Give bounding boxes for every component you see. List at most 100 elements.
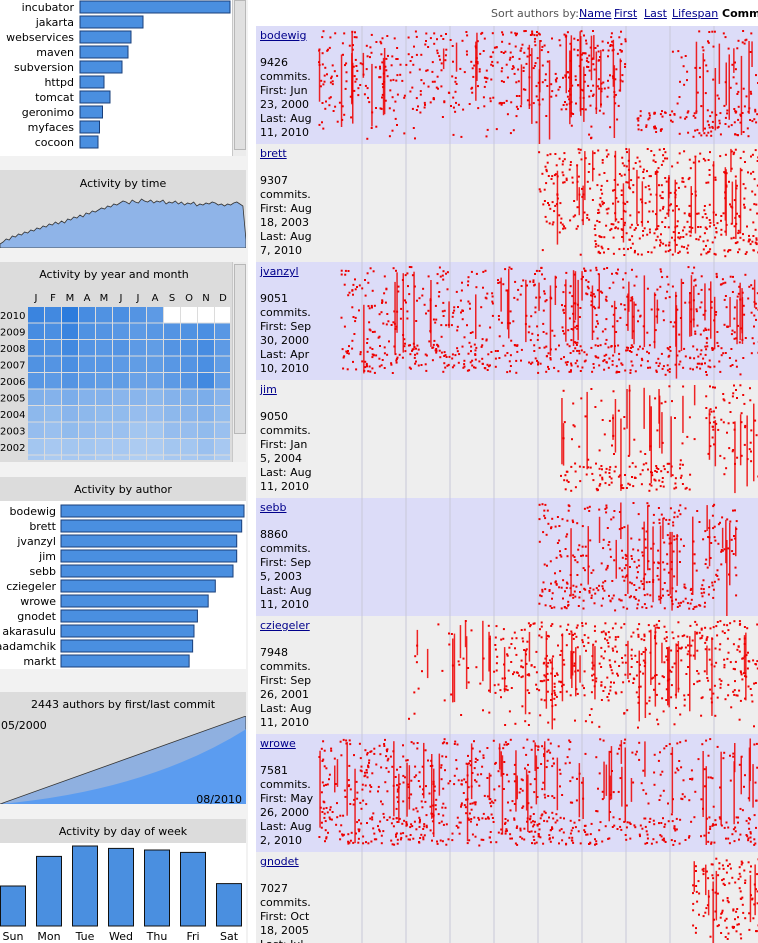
- heatmap-cell: [130, 356, 146, 372]
- projects-scrollbar[interactable]: [232, 0, 246, 156]
- heatmap-cell: [215, 356, 230, 372]
- last-commit-date: 7, 2010: [260, 244, 302, 257]
- last-commit-date: 11, 2010: [260, 126, 309, 139]
- author-bar[interactable]: [60, 579, 216, 593]
- dow-bar[interactable]: [216, 883, 242, 927]
- author-name-link[interactable]: sebb: [260, 501, 287, 514]
- ym-scrollbar[interactable]: [232, 262, 246, 462]
- author-bar[interactable]: [60, 564, 234, 578]
- activity-author-panel: Activity by author bodewig brett jvanzyl ji…: [0, 477, 246, 669]
- author-name-link[interactable]: bodewig: [260, 29, 307, 42]
- dow-bar[interactable]: [36, 855, 62, 927]
- author-bar[interactable]: [60, 654, 190, 668]
- author-name-link[interactable]: brett: [260, 147, 287, 160]
- dow-bar[interactable]: [0, 885, 26, 927]
- activity-ym-title: Activity by year and month: [39, 268, 189, 281]
- project-bar[interactable]: [79, 30, 132, 44]
- month-label: J: [136, 293, 140, 304]
- heatmap-cell: [45, 340, 61, 356]
- heatmap-cell: [28, 406, 44, 422]
- project-bar[interactable]: [79, 15, 144, 29]
- project-bar[interactable]: [79, 135, 99, 149]
- project-bar[interactable]: [79, 0, 231, 14]
- author-bar[interactable]: [60, 609, 198, 623]
- first-commit-date: 18, 2005: [260, 924, 309, 937]
- author-bar[interactable]: [60, 624, 195, 638]
- sort-first-link[interactable]: First: [614, 7, 638, 20]
- projects-panel: incubator jakarta webservices maven subversi…: [0, 0, 246, 156]
- author-bar[interactable]: [60, 594, 209, 608]
- projects-scroll-thumb[interactable]: [234, 0, 246, 150]
- dow-bar[interactable]: [144, 849, 170, 927]
- author-row: wrowe 7581 commits. First: May 26, 2000 Last:…: [256, 734, 758, 852]
- heatmap-cell: [79, 439, 95, 455]
- activity-author-bar-chart: bodewig brett jvanzyl jim sebb cziegeler wrowe…: [0, 501, 246, 669]
- activity-time-area: [0, 198, 246, 248]
- heatmap-cell: [215, 406, 230, 422]
- year-label: 2006: [0, 377, 25, 388]
- sort-last-link[interactable]: Last: [644, 7, 667, 20]
- heatmap-cell: [181, 455, 197, 460]
- author-name-link[interactable]: gnodet: [260, 855, 299, 868]
- dow-bar[interactable]: [108, 847, 134, 927]
- heatmap-cell: [164, 455, 180, 460]
- ym-scroll-thumb[interactable]: [234, 264, 246, 434]
- heatmap-cell: [198, 307, 214, 323]
- author-name-link[interactable]: jvanzyl: [260, 265, 299, 278]
- project-bar[interactable]: [79, 90, 111, 104]
- project-label: httpd: [44, 76, 74, 89]
- dow-label: Sun: [3, 930, 24, 943]
- author-name-link[interactable]: wrowe: [260, 737, 296, 750]
- last-commit-label: Last: Apr: [260, 348, 310, 361]
- month-label: O: [185, 293, 193, 304]
- first-commit-label: First: Aug: [260, 202, 312, 215]
- author-name-link[interactable]: cziegeler: [260, 619, 310, 632]
- year-label: 2002: [0, 443, 25, 454]
- author-name-link[interactable]: jim: [260, 383, 277, 396]
- heatmap-cell: [130, 307, 146, 323]
- sort-name-link[interactable]: Name: [579, 7, 612, 20]
- heatmap-cell: [113, 340, 129, 356]
- dow-bar[interactable]: [72, 845, 98, 927]
- heatmap-cell: [181, 340, 197, 356]
- author-timeline-plot: [340, 262, 758, 380]
- sort-lifespan-link[interactable]: Lifespan: [672, 7, 719, 20]
- dow-bar[interactable]: [180, 851, 206, 927]
- author-bar[interactable]: [60, 519, 243, 533]
- author-bar-label: jim: [38, 550, 56, 563]
- project-bar[interactable]: [79, 45, 129, 59]
- project-bar[interactable]: [79, 75, 105, 89]
- heatmap-cell: [181, 323, 197, 339]
- heatmap-cell: [96, 356, 112, 372]
- heatmap-cell: [198, 389, 214, 405]
- author-bar-label: akarasulu: [2, 625, 56, 638]
- last-commit-date: 11, 2010: [260, 480, 309, 493]
- first-commit-date: 5, 2003: [260, 570, 302, 583]
- first-commit-label: First: Oct: [260, 910, 310, 923]
- heatmap-cell: [96, 307, 112, 323]
- project-bar[interactable]: [79, 120, 100, 134]
- author-bar[interactable]: [60, 534, 238, 548]
- heatmap-cell: [113, 323, 129, 339]
- commit-count-label: commits.: [260, 306, 311, 319]
- heatmap-cell: [62, 356, 78, 372]
- commit-count-label: commits.: [260, 542, 311, 555]
- author-bar[interactable]: [60, 549, 238, 563]
- heatmap-cell: [215, 389, 230, 405]
- heatmap-cell: [181, 389, 197, 405]
- author-stats: 7581 commits. First: May 26, 2000 Last: Aug 2…: [260, 764, 318, 848]
- author-timeline-plot: [318, 26, 758, 144]
- author-bar[interactable]: [60, 504, 245, 518]
- project-bar[interactable]: [79, 105, 103, 119]
- commit-count: 9050: [260, 410, 288, 423]
- heatmap-cell: [79, 389, 95, 405]
- heatmap-cell: [147, 373, 163, 389]
- author-bar-label: sebb: [30, 565, 56, 578]
- project-bar[interactable]: [79, 60, 123, 74]
- commit-count: 9051: [260, 292, 288, 305]
- author-bar-label: wrowe: [20, 595, 56, 608]
- author-timeline-plot: [361, 616, 758, 734]
- author-bar[interactable]: [60, 639, 194, 653]
- project-label: cocoon: [35, 136, 74, 149]
